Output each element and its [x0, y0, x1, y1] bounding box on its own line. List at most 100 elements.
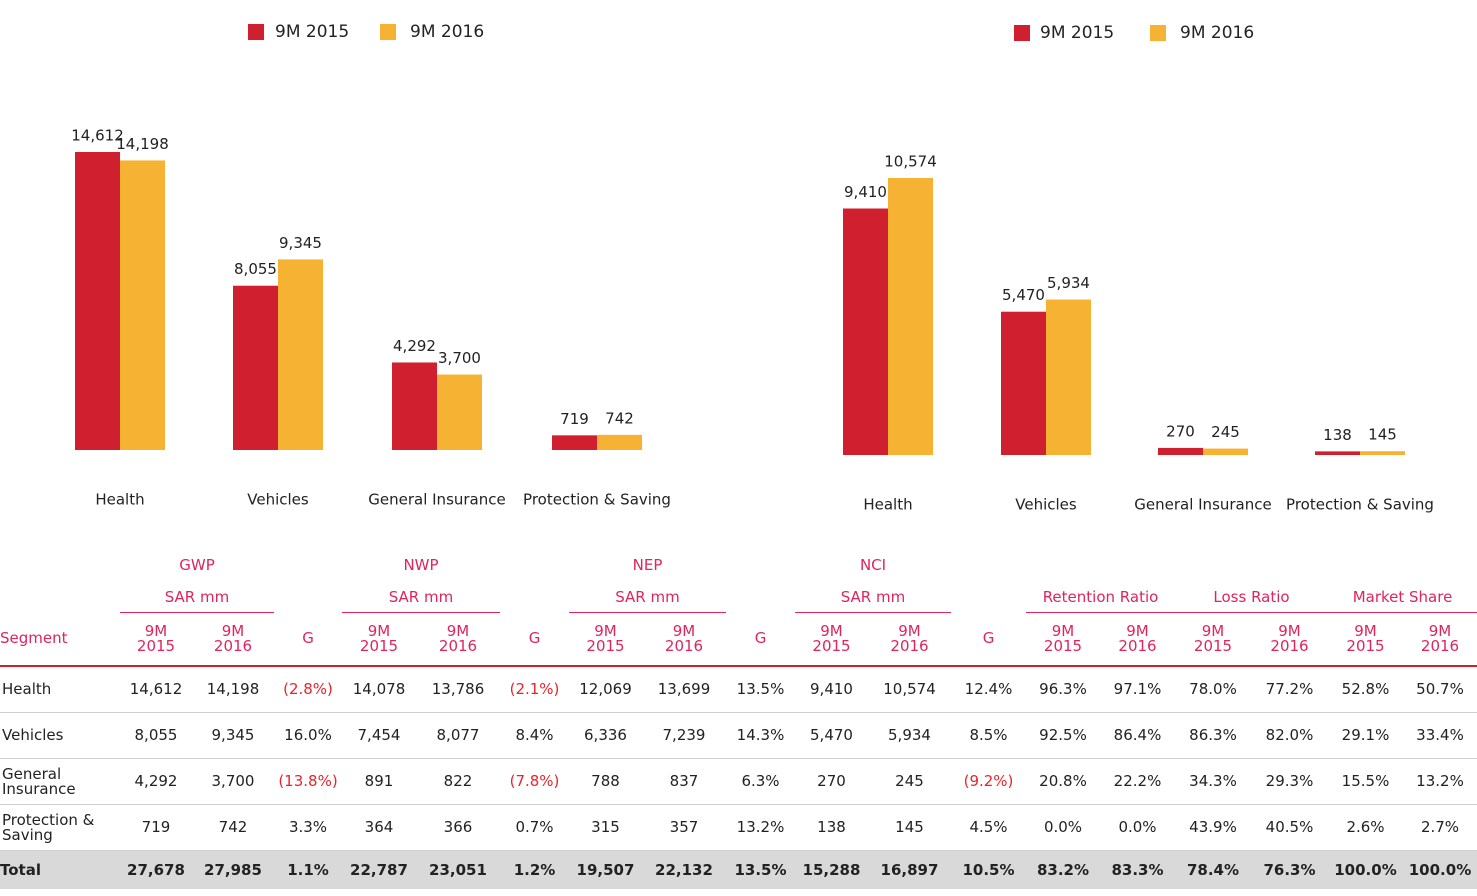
table-cell: 13,786: [416, 666, 500, 713]
bar: [278, 259, 323, 450]
column-header: 9M 2016: [1100, 612, 1175, 667]
column-header: 9M 2016: [416, 612, 500, 667]
table-cell: 10,574: [868, 666, 951, 713]
group-unit: Market Share: [1328, 582, 1477, 613]
cell-text: 2.6%: [1346, 818, 1385, 836]
data-label: 5,934: [1047, 274, 1090, 292]
legend-label: 9M 2015: [1040, 23, 1114, 43]
blank: [951, 582, 1026, 613]
cell-text: 8,077: [436, 726, 480, 744]
cell-text: 96.3%: [1039, 680, 1087, 698]
cell-text: 357: [669, 818, 699, 836]
table-cell: 15,288: [795, 850, 868, 889]
table-cell: 8,077: [416, 712, 500, 759]
legend-swatch: [380, 24, 396, 40]
data-label: 14,612: [71, 127, 124, 145]
legend-label: 9M 2016: [1180, 23, 1254, 43]
column-header-text: 9M 2016: [438, 622, 478, 655]
table-cell: 14,198: [192, 666, 274, 713]
cell-text: 92.5%: [1039, 726, 1087, 744]
table-cell: 13.2%: [726, 804, 795, 851]
table-cell: (2.8%): [274, 666, 342, 713]
cell-text: 83.2%: [1036, 860, 1090, 879]
cell-text: 1.2%: [513, 860, 556, 879]
cell-text: 19,507: [576, 860, 635, 879]
cell-text: 8,055: [134, 726, 178, 744]
cell-text: 8.5%: [969, 726, 1008, 744]
cell-text: 100.0%: [1408, 860, 1472, 879]
cell-text: 3.3%: [288, 818, 328, 836]
table-cell: 78.4%: [1175, 850, 1251, 889]
table-cell: 22,132: [642, 850, 726, 889]
chart: 9M 2015 9,410 5,470 270 138 9M 2016 10,574 5,93…: [843, 23, 1434, 514]
data-table: GWP NWP NEP NCI SAR mm SAR mm SAR mm SAR mm Rete…: [0, 548, 1477, 889]
bar: [1360, 451, 1405, 455]
column-header: G: [726, 612, 795, 667]
cell-text: 145: [895, 818, 924, 836]
column-header: 9M 2015: [1175, 612, 1251, 667]
data-label: 145: [1368, 426, 1397, 444]
cell-text: 0.0%: [1043, 818, 1083, 836]
cell-text: 7,454: [357, 726, 401, 744]
bar: [888, 178, 933, 455]
cell-text: (13.8%): [278, 772, 338, 790]
cell-text: Vehicles: [2, 726, 64, 744]
column-header: 9M 2015: [569, 612, 642, 667]
cell-text: 14,612: [129, 680, 183, 698]
table-row: Health 14,612 14,198 (2.8%) 14,078 13,786 (2.1…: [0, 666, 1477, 713]
cell-text: 7,239: [662, 726, 706, 744]
table-cell: 13,699: [642, 666, 726, 713]
table-cell: 8.4%: [500, 712, 569, 759]
cell-text: 2.7%: [1420, 818, 1460, 836]
table-cell: 9,345: [192, 712, 274, 759]
cell-text: Total: [0, 860, 41, 879]
cell-text: 13.5%: [736, 680, 785, 698]
table-cell: 7,454: [342, 712, 416, 759]
data-label: 245: [1211, 423, 1240, 441]
cell-text: (7.8%): [509, 772, 560, 790]
cell-text: 22.2%: [1113, 772, 1162, 790]
table-cell: 100.0%: [1328, 850, 1403, 889]
cell-text: 788: [591, 772, 620, 790]
table-cell: 76.3%: [1251, 850, 1328, 889]
bar: [1315, 451, 1360, 455]
table-cell: 0.0%: [1026, 804, 1100, 851]
cell-text: 13.5%: [734, 860, 787, 879]
data-label: 719: [560, 410, 589, 428]
cell-text: 27,985: [204, 860, 262, 879]
column-header: Segment: [0, 612, 120, 667]
category-label: General Insurance: [1134, 496, 1271, 514]
table-cell: 78.0%: [1175, 666, 1251, 713]
data-label: 9,410: [844, 183, 887, 201]
table-cell: 4,292: [120, 758, 192, 805]
group-unit: Loss Ratio: [1175, 582, 1328, 613]
table-cell: 83.3%: [1100, 850, 1175, 889]
table-cell: 82.0%: [1251, 712, 1328, 759]
cell-text: 20.8%: [1039, 772, 1087, 790]
unit-row: SAR mm SAR mm SAR mm SAR mm Retention Ratio L…: [0, 582, 1477, 613]
cell-text: 78.0%: [1189, 680, 1237, 698]
table-cell: 33.4%: [1403, 712, 1477, 759]
table-cell: 5,934: [868, 712, 951, 759]
table-cell: 52.8%: [1328, 666, 1403, 713]
table-cell: 3,700: [192, 758, 274, 805]
column-header: 9M 2015: [1026, 612, 1100, 667]
table-cell: 245: [868, 758, 951, 805]
bar: [1046, 299, 1091, 455]
legend-label: 9M 2016: [410, 22, 484, 42]
legend-swatch: [1014, 25, 1030, 41]
column-header-text: 9M 2016: [1420, 622, 1460, 655]
legend-swatch: [248, 24, 264, 40]
bar: [120, 160, 165, 451]
group-name: [1175, 548, 1328, 582]
table-cell: 96.3%: [1026, 666, 1100, 713]
blank: [274, 548, 342, 582]
cell-text: Health: [2, 680, 52, 698]
table-cell: (2.1%): [500, 666, 569, 713]
blank: [726, 548, 795, 582]
table-cell: Total: [0, 850, 120, 889]
data-label: 14,198: [116, 135, 169, 153]
column-header-text: G: [302, 629, 314, 648]
blank: [500, 582, 569, 613]
table-cell: 22,787: [342, 850, 416, 889]
